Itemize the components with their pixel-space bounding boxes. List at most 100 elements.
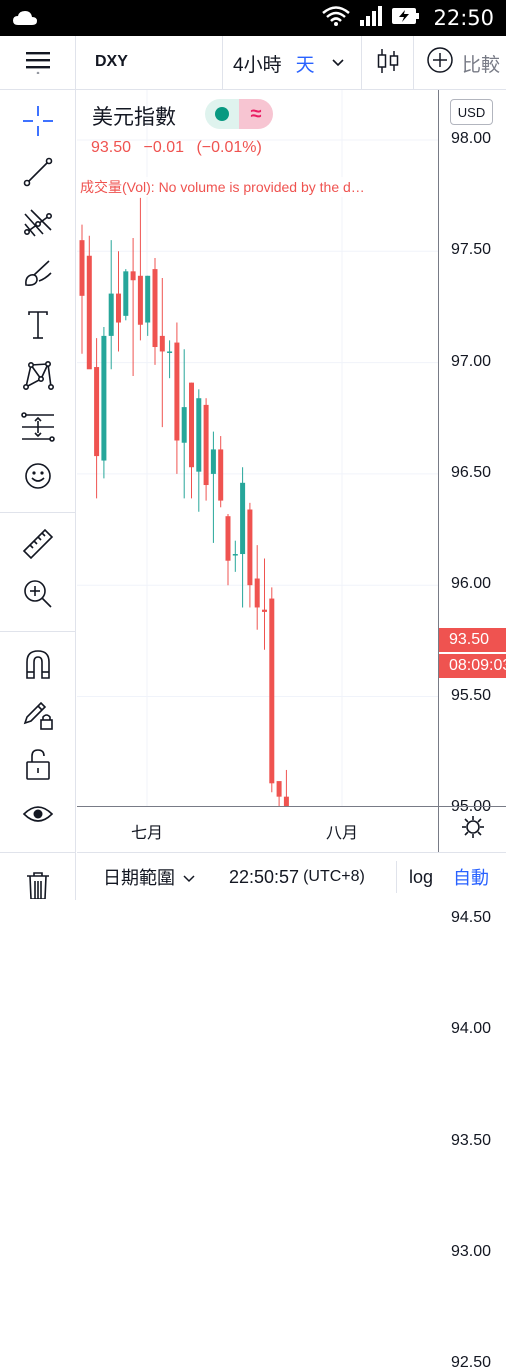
plus-circle-icon <box>426 46 454 80</box>
candle-body <box>152 269 158 348</box>
time-label-august: 八月 <box>326 825 359 842</box>
clock-label: 22:50:57 <box>229 866 300 887</box>
text-tool[interactable] <box>0 305 76 349</box>
price-axis-label: 92.50 <box>451 1354 492 1372</box>
currency-button[interactable]: USD <box>450 99 493 125</box>
trend-line-tool[interactable] <box>0 152 76 196</box>
timezone-label: (UTC+8) <box>303 868 365 885</box>
interval-selector[interactable]: 4小時 天 <box>222 36 362 90</box>
eye-icon <box>22 802 54 831</box>
ruler-icon <box>21 527 55 566</box>
drawing-toolbar <box>0 90 76 900</box>
measure-levels-icon <box>20 410 56 449</box>
candlestick-icon <box>376 47 400 80</box>
wifi-icon <box>321 5 351 32</box>
emoji-tool[interactable] <box>0 456 76 500</box>
crosshair-icon <box>21 104 55 143</box>
pitchfork-icon <box>21 206 55 245</box>
trend-line-icon <box>21 155 55 194</box>
bottom-divider <box>396 861 397 893</box>
pattern-tool[interactable] <box>0 356 76 400</box>
timezone-button[interactable]: 22:50:57 (UTC+8) <box>229 853 365 901</box>
unlock-icon <box>23 747 53 786</box>
visibility-tool[interactable] <box>0 794 76 838</box>
log-scale-button[interactable]: log <box>409 866 434 887</box>
pitchfork-tool[interactable] <box>0 203 76 247</box>
chevron-down-icon[interactable] <box>331 52 345 74</box>
current-price-tag: 93.50 <box>439 628 506 652</box>
candle-body <box>218 449 224 501</box>
sidebar-divider <box>0 631 76 632</box>
bar-countdown-tag: 08:09:03 <box>439 654 506 678</box>
candle-body <box>254 578 260 608</box>
sidebar-divider <box>0 852 76 853</box>
menu-button[interactable] <box>0 36 76 90</box>
volume-warning[interactable]: 成交量(Vol): No volume is provided by the d… <box>80 177 425 197</box>
ruler-tool[interactable] <box>0 524 76 568</box>
candle-body <box>283 796 289 806</box>
brush-tool[interactable] <box>0 254 76 298</box>
candle-body <box>181 407 187 443</box>
text-icon <box>21 308 55 347</box>
unlock-tool[interactable] <box>0 744 76 788</box>
chart-pane[interactable] <box>77 90 439 806</box>
candle-body <box>79 240 85 296</box>
status-time: 22:50 <box>433 6 494 30</box>
cloud-icon <box>12 9 38 32</box>
price-axis-label: 96.00 <box>451 575 492 593</box>
candle-body <box>247 509 253 586</box>
magnet-tool[interactable] <box>0 644 76 688</box>
trash-icon <box>23 869 53 904</box>
crosshair-tool[interactable] <box>0 101 76 145</box>
interval-day[interactable]: 天 <box>295 54 315 76</box>
zoom-in-icon <box>22 578 54 615</box>
battery-charging-icon <box>391 6 421 31</box>
hamburger-icon <box>25 48 51 79</box>
chart-settings-button[interactable] <box>438 806 506 852</box>
brush-icon <box>21 257 55 296</box>
price-axis-label: 97.50 <box>451 241 492 259</box>
market-status-toggle[interactable]: ≈ <box>205 99 273 129</box>
candle-body <box>210 449 216 474</box>
measure-levels-tool[interactable] <box>0 407 76 451</box>
interval-4h[interactable]: 4小時 <box>233 54 282 76</box>
candle-body <box>240 482 246 555</box>
lock-pencil-icon <box>21 697 55 736</box>
status-bar: 22:50 <box>0 0 506 36</box>
candle-body <box>225 516 231 561</box>
date-range-label: 日期範圍 <box>103 868 175 888</box>
price-axis-label: 93.50 <box>451 1131 492 1149</box>
legend-price: 93.50 <box>91 139 132 156</box>
price-axis-label: 98.00 <box>451 130 492 147</box>
candle-body <box>116 293 121 323</box>
price-axis-label: 94.00 <box>451 1020 492 1038</box>
remove-drawings-tool[interactable] <box>0 864 76 908</box>
legend-change: −0.01 <box>143 139 184 156</box>
chart-type-button[interactable] <box>362 36 414 90</box>
price-axis-label: 96.50 <box>451 463 492 481</box>
compare-button[interactable]: 比較 <box>414 36 500 90</box>
symbol-button[interactable]: DXY <box>95 53 128 70</box>
price-axis-label: 95.50 <box>451 686 492 704</box>
legend-title[interactable]: 美元指數 <box>92 106 176 129</box>
legend-values: 93.50 −0.01 (−0.01%) <box>91 139 270 157</box>
candlestick-chart[interactable] <box>77 90 439 806</box>
time-axis[interactable]: 七月 八月 <box>77 806 439 852</box>
zoom-in-tool[interactable] <box>0 574 76 618</box>
auto-scale-button[interactable]: 自動 <box>453 868 489 888</box>
candle-body <box>94 367 100 457</box>
candle-body <box>196 398 202 472</box>
magnet-icon <box>23 648 53 685</box>
bottom-toolbar: 日期範圍 22:50:57 (UTC+8) log 自動 <box>77 852 506 900</box>
top-toolbar: DXY 4小時 天 比較 <box>0 36 506 90</box>
price-axis-label: 97.00 <box>451 352 492 370</box>
candle-body <box>262 609 267 612</box>
candle-body <box>101 335 107 461</box>
sidebar-divider <box>0 512 76 513</box>
candle-body <box>108 293 114 336</box>
candle-body <box>159 335 165 352</box>
candle-body <box>232 554 238 556</box>
date-range-button[interactable]: 日期範圍 <box>103 853 195 901</box>
lock-drawings-tool[interactable] <box>0 694 76 738</box>
price-axis[interactable] <box>438 90 506 806</box>
